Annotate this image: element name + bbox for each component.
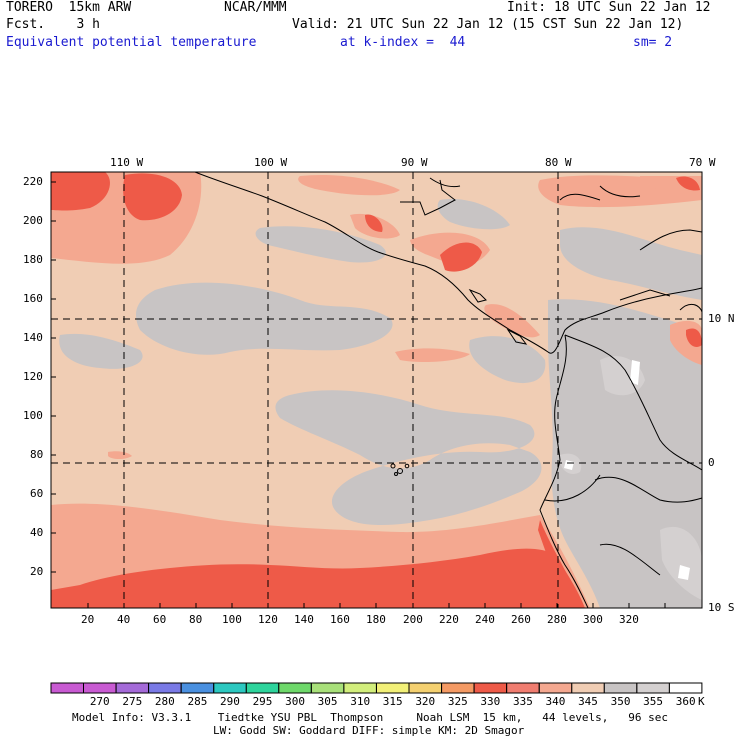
colorbar-value-label: 345 xyxy=(578,695,598,708)
coastlines xyxy=(194,172,702,608)
colorbar-swatch xyxy=(213,682,247,694)
colorbar-swatch xyxy=(538,682,573,694)
colorbar-swatch xyxy=(441,682,475,694)
colorbar-value-label: 350 xyxy=(610,695,631,708)
x-tick-label: 160 xyxy=(330,613,350,626)
colorbar-swatch xyxy=(310,682,345,694)
colorbar-value-label: 300 xyxy=(285,695,305,708)
colorbar-value-label: 320 xyxy=(415,695,436,708)
x-tick-label: 260 xyxy=(511,613,531,626)
x-tick-label: 100 xyxy=(222,613,242,626)
lon-label-90w: 90 W xyxy=(401,156,428,169)
model-info-line1: Model Info: V3.3.1 Tiedtke YSU PBL Thomp… xyxy=(72,711,669,724)
colorbar-swatch xyxy=(148,682,182,694)
x-tick-label: 20 xyxy=(81,613,95,626)
colorbar-value-label: 340 xyxy=(545,695,566,708)
model-name: TORERO 15km ARW xyxy=(6,0,132,15)
y-tick-label: 180 xyxy=(23,253,43,266)
field-white-patches xyxy=(564,360,690,580)
y-tick-label: 100 xyxy=(23,409,43,422)
colorbar-swatch xyxy=(278,682,312,694)
colorbar-swatch xyxy=(636,682,670,694)
colorbar-swatch xyxy=(506,682,540,694)
colorbar-swatch xyxy=(603,682,638,694)
equivalent-potential-temperature-field xyxy=(51,172,702,608)
y-tick-label: 140 xyxy=(23,331,43,344)
y-tick-label: 200 xyxy=(23,214,43,227)
lat-lon-grid xyxy=(51,172,702,608)
galapagos-islands xyxy=(390,463,410,476)
lat-label-0: 0 xyxy=(708,456,715,469)
colorbar-swatch xyxy=(115,682,150,694)
colorbar-value-label: 360 xyxy=(675,695,696,708)
x-tick-label: 280 xyxy=(547,613,567,626)
colorbar-value-label: 295 xyxy=(252,695,273,708)
x-tick-label: 140 xyxy=(294,613,314,626)
lat-label-10n: 10 N xyxy=(708,312,735,325)
axis-ticks xyxy=(51,181,666,608)
colorbar-value-label: 310 xyxy=(350,695,371,708)
colorbar-value-label: 330 xyxy=(480,695,501,708)
colorbar-swatch xyxy=(83,682,117,694)
colorbar-unit: K xyxy=(698,695,705,708)
y-tick-label: 80 xyxy=(30,448,44,461)
x-tick-label: 300 xyxy=(583,613,603,626)
y-tick-label: 220 xyxy=(23,175,43,188)
x-tick-label: 120 xyxy=(258,613,278,626)
colorbar-value-label: 275 xyxy=(122,695,143,708)
colorbar-swatch xyxy=(50,682,84,694)
y-tick-label: 120 xyxy=(23,370,43,383)
x-tick-label: 180 xyxy=(366,613,386,626)
field-red-areas xyxy=(51,172,702,608)
x-tick-label: 320 xyxy=(619,613,639,626)
colorbar-value-label: 290 xyxy=(220,695,240,708)
x-tick-label: 220 xyxy=(439,613,459,626)
lat-label-10s: 10 S xyxy=(708,601,735,614)
smoothing-label: sm= 2 xyxy=(633,35,673,50)
colorbar-swatch xyxy=(571,682,605,694)
colorbar-swatch xyxy=(245,682,280,694)
model-info-line2: LW: Godd SW: Goddard DIFF: simple KM: 2D… xyxy=(213,724,525,737)
lon-label-110w: 110 W xyxy=(110,156,144,169)
level-label: at k-index = 44 xyxy=(340,35,466,50)
colorbar-value-label: 335 xyxy=(512,695,533,708)
valid-time: Valid: 21 UTC Sun 22 Jan 12 (15 CST Sun … xyxy=(292,17,684,32)
colorbar-value-label: 280 xyxy=(154,695,175,708)
x-tick-label: 40 xyxy=(117,613,131,626)
colorbar-value-label: 325 xyxy=(447,695,468,708)
x-tick-label: 200 xyxy=(403,613,423,626)
colorbar-swatch xyxy=(408,682,442,694)
colorbar xyxy=(50,682,703,694)
y-tick-label: 160 xyxy=(23,292,43,305)
forecast-hour: Fcst. 3 h xyxy=(6,17,100,32)
field-name: Equivalent potential temperature xyxy=(6,35,257,50)
colorbar-swatch xyxy=(343,682,377,694)
colorbar-value-label: 270 xyxy=(89,695,110,708)
y-tick-label: 20 xyxy=(30,565,44,578)
colorbar-value-label: 315 xyxy=(382,695,403,708)
colorbar-value-label: 355 xyxy=(643,695,664,708)
x-tick-label: 240 xyxy=(475,613,495,626)
colorbar-value-label: 285 xyxy=(187,695,208,708)
lon-label-70w: 70 W xyxy=(689,156,716,169)
colorbar-value-label: 305 xyxy=(317,695,338,708)
lon-label-100w: 100 W xyxy=(254,156,288,169)
center-name: NCAR/MMM xyxy=(224,0,287,15)
colorbar-swatch xyxy=(180,682,215,694)
x-tick-label: 60 xyxy=(153,613,167,626)
y-tick-label: 40 xyxy=(30,526,44,539)
y-tick-label: 60 xyxy=(30,487,44,500)
x-tick-label: 80 xyxy=(189,613,203,626)
init-time: Init: 18 UTC Sun 22 Jan 12 xyxy=(507,0,711,15)
lon-label-80w: 80 W xyxy=(545,156,572,169)
colorbar-swatch xyxy=(376,682,410,694)
colorbar-swatch xyxy=(668,682,703,694)
colorbar-swatch xyxy=(473,682,508,694)
